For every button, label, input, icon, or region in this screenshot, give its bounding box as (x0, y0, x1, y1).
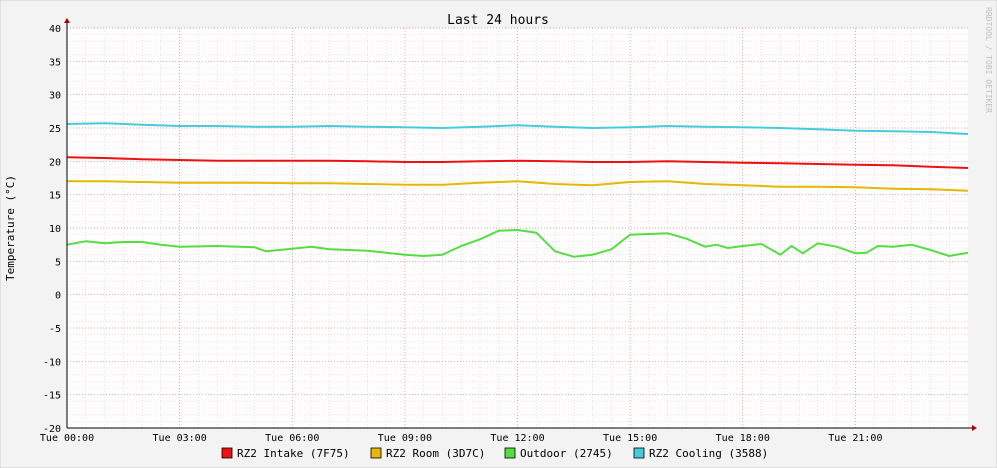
y-tick-label: 5 (55, 257, 61, 268)
y-tick-label: -20 (43, 424, 61, 435)
y-tick-label: 20 (49, 157, 61, 168)
series-line-1 (66, 156, 969, 169)
legend-swatch (221, 447, 233, 459)
y-tick-label: -15 (43, 391, 61, 402)
series-lines (66, 122, 969, 258)
y-tick-label: 35 (49, 57, 61, 68)
x-tick-labels: Tue 00:00 Tue 03:00 Tue 06:00 Tue 09:00 Tue … (40, 433, 883, 444)
legend-swatch (504, 447, 516, 459)
legend-label: RZ2 Cooling (3588) (649, 447, 768, 460)
chart-title: Last 24 hours (447, 13, 549, 28)
minor-grid (67, 28, 968, 428)
x-tick-label: Tue 18:00 (716, 433, 770, 444)
legend: RZ2 Intake (7F75) RZ2 Room (3D7C) Outdoor … (221, 447, 768, 460)
legend-swatch (370, 447, 382, 459)
x-tick-label: Tue 03:00 (153, 433, 207, 444)
y-tick-label: 30 (49, 91, 61, 102)
y-axis-label: Temperature (°C) (4, 175, 17, 281)
y-tick-label: 25 (49, 124, 61, 135)
series-line-3 (66, 229, 969, 258)
x-tick-label: Tue 15:00 (603, 433, 657, 444)
y-tick-label: 10 (49, 224, 61, 235)
legend-label: RZ2 Intake (7F75) (237, 447, 350, 460)
y-tick-label: -5 (49, 324, 61, 335)
x-tick-label: Tue 09:00 (378, 433, 432, 444)
y-tick-label: -10 (43, 357, 61, 368)
series-line-2 (67, 180, 969, 192)
x-tick-label: Tue 00:00 (40, 433, 94, 444)
x-tick-label: Tue 06:00 (265, 433, 319, 444)
series-line-4 (66, 122, 969, 135)
axes (64, 18, 977, 431)
legend-swatch (633, 447, 645, 459)
y-axis-arrow (64, 18, 70, 23)
y-tick-label: 40 (49, 24, 61, 35)
y-tick-label: 15 (49, 191, 61, 202)
y-tick-label: 0 (55, 291, 61, 302)
watermark: RRDTOOL / TOBI OETIKER (984, 7, 993, 113)
x-tick-label: Tue 21:00 (828, 433, 882, 444)
legend-label: Outdoor (2745) (520, 447, 613, 460)
x-axis-arrow (972, 425, 977, 431)
legend-label: RZ2 Room (3D7C) (386, 447, 485, 460)
y-tick-labels: 40 35 30 25 20 15 10 5 0 -5 -10 -15 -20 (43, 24, 61, 435)
x-tick-label: Tue 12:00 (490, 433, 544, 444)
